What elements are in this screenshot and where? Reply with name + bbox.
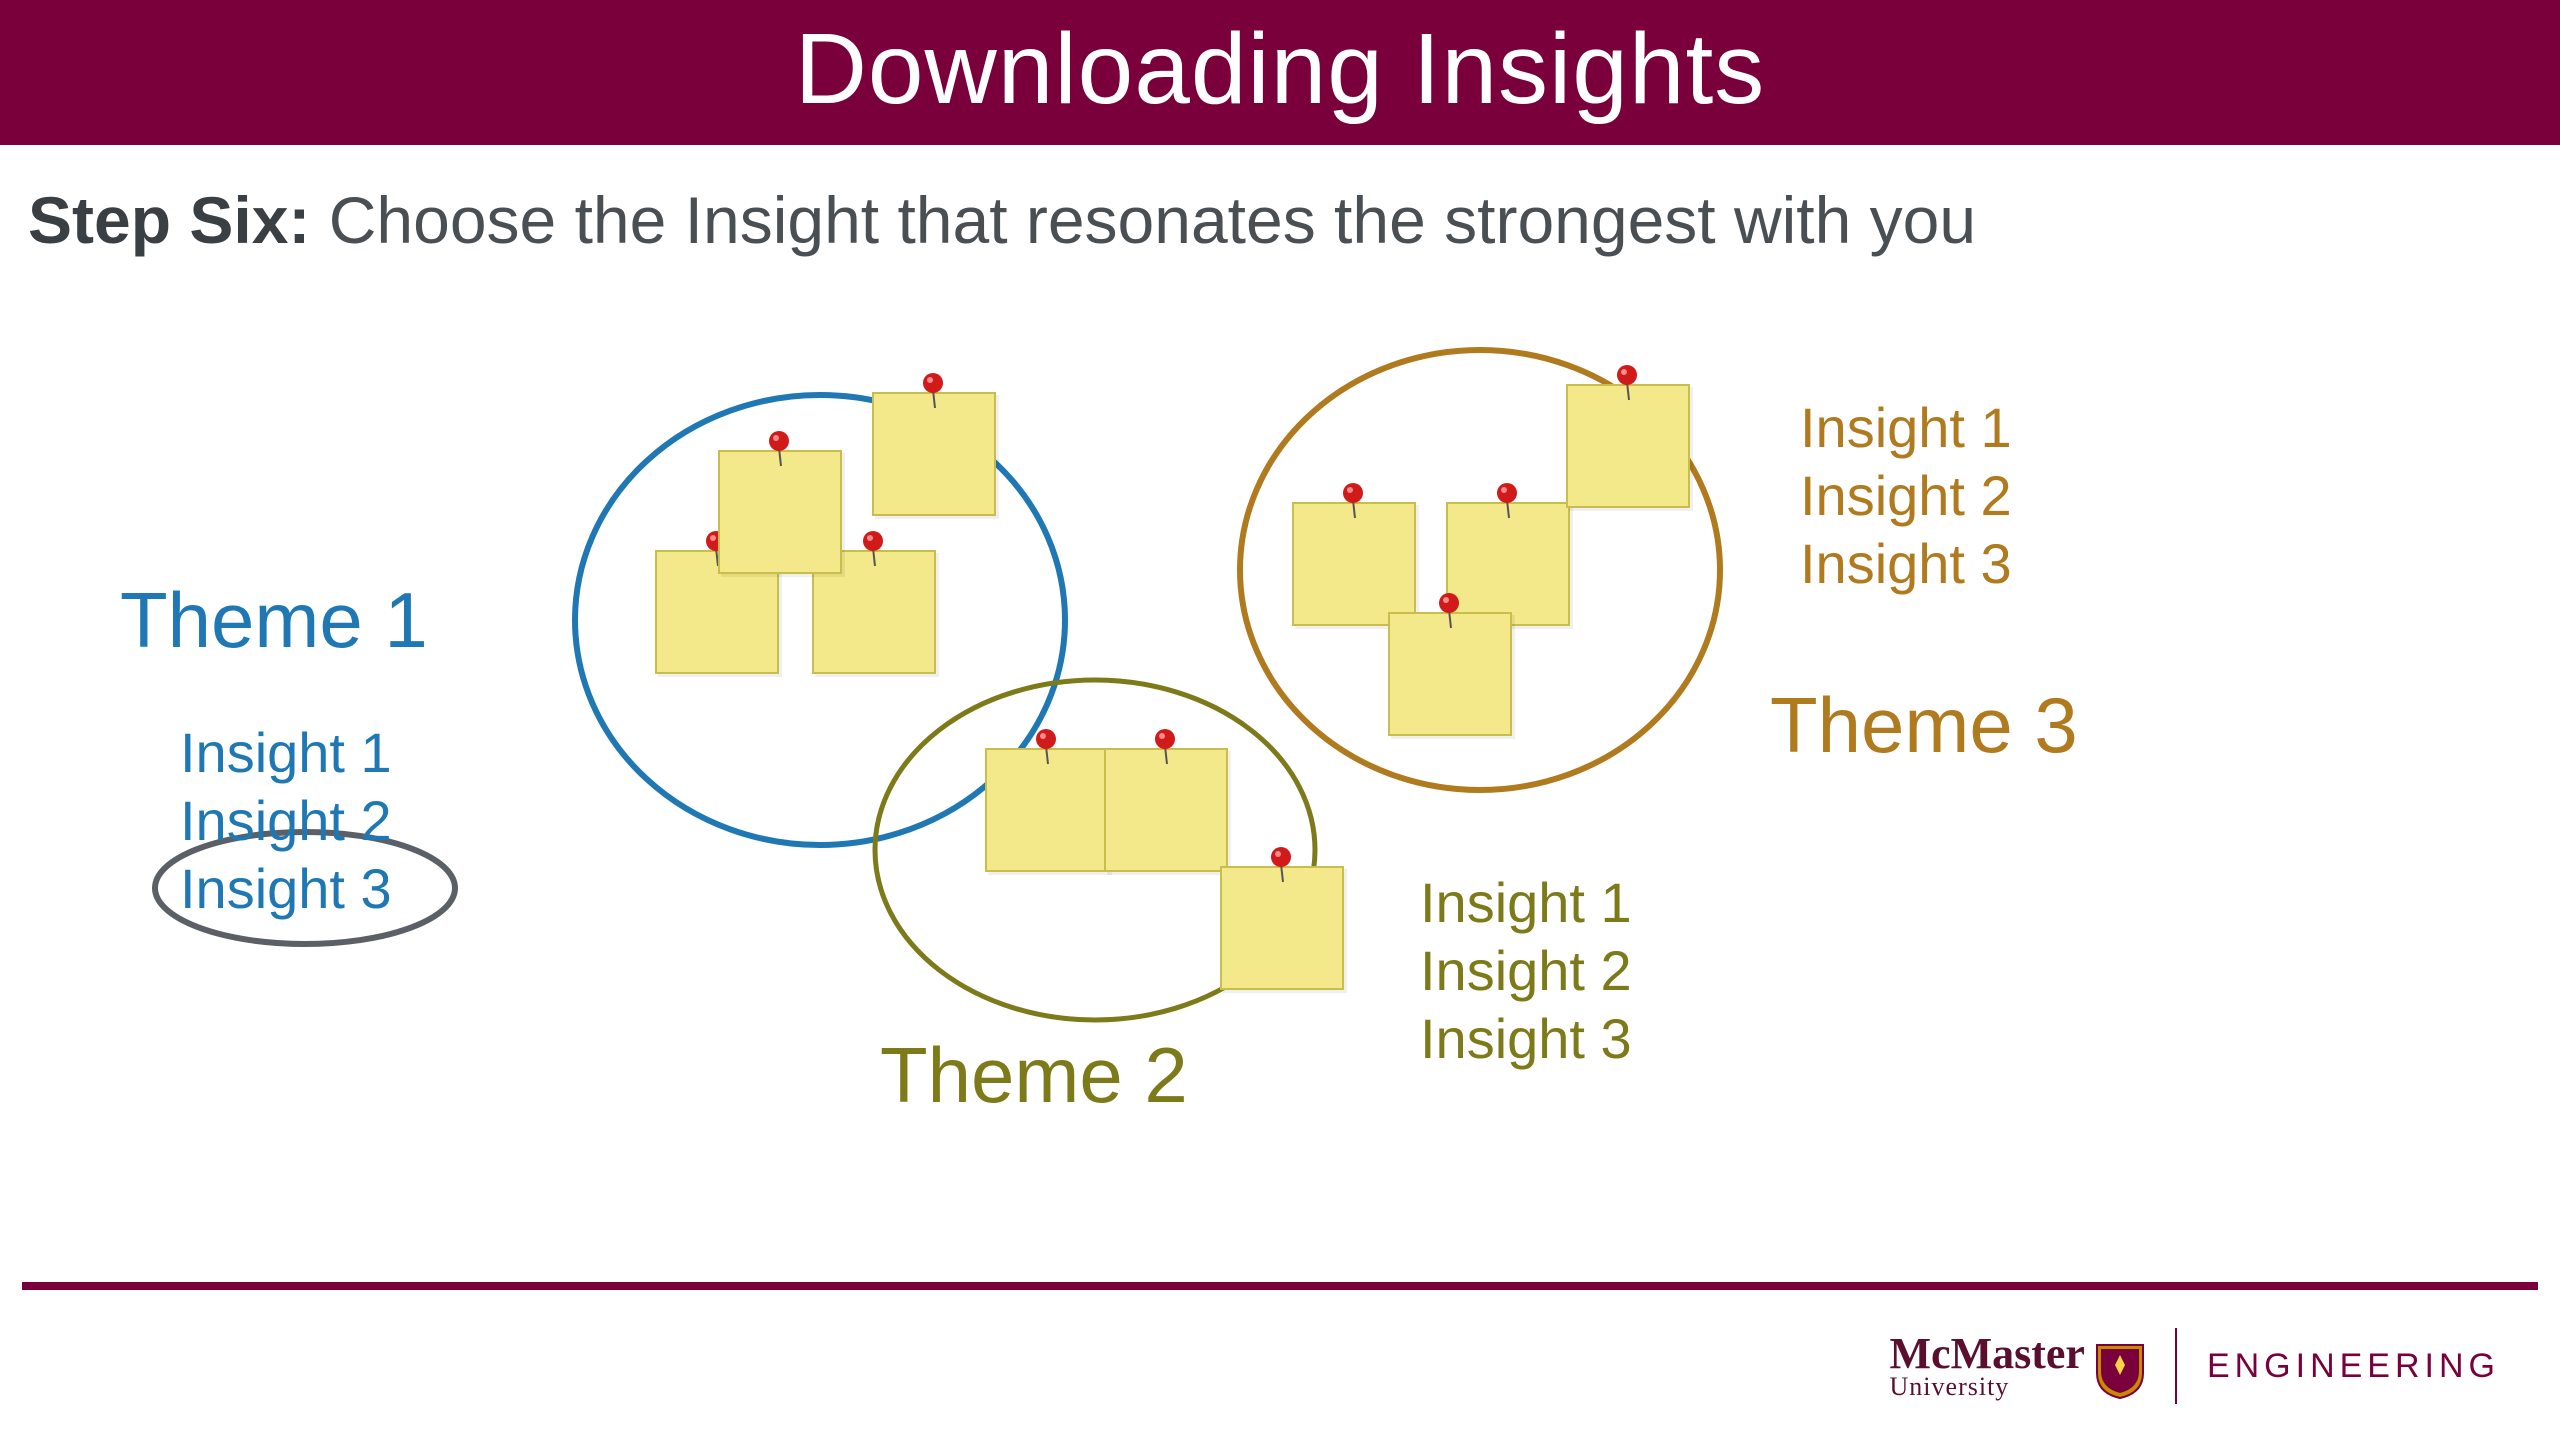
footer-rule	[22, 1282, 2538, 1290]
subtitle: Step Six: Choose the Insight that resona…	[0, 145, 2560, 259]
sticky-note	[1104, 748, 1224, 868]
sticky-note	[872, 392, 992, 512]
page-title: Downloading Insights	[795, 13, 1766, 125]
logo-divider	[2175, 1328, 2177, 1404]
insight-label: Insight 3	[1420, 1006, 1632, 1072]
insight-label: Insight 3	[1800, 531, 2012, 597]
sticky-note	[1292, 502, 1412, 622]
university-wordmark: McMaster University	[1890, 1333, 2085, 1399]
theme-title: Theme 2	[880, 1030, 1188, 1121]
step-label: Step Six:	[28, 183, 310, 257]
insight-label: Insight 1	[180, 720, 392, 786]
sticky-note	[1566, 384, 1686, 504]
footer-logo: McMaster University ENGINEERING	[1890, 1328, 2500, 1404]
sticky-note	[985, 748, 1105, 868]
insight-label: Insight 1	[1420, 870, 1632, 936]
insight-label: Insight 2	[180, 788, 392, 854]
theme-title: Theme 1	[120, 575, 428, 666]
insight-label: Insight 3	[180, 856, 392, 922]
insight-label: Insight 2	[1800, 463, 2012, 529]
step-text: Choose the Insight that resonates the st…	[329, 183, 1976, 257]
theme-title: Theme 3	[1770, 680, 2078, 771]
insight-label: Insight 2	[1420, 938, 1632, 1004]
title-band: Downloading Insights	[0, 0, 2560, 145]
insight-label: Insight 1	[1800, 395, 2012, 461]
brand-bottom: University	[1890, 1375, 2085, 1400]
sticky-note	[1220, 866, 1340, 986]
sticky-note	[718, 450, 838, 570]
sticky-note	[1388, 612, 1508, 732]
sticky-note	[1446, 502, 1566, 622]
department-label: ENGINEERING	[2207, 1347, 2500, 1386]
brand-top: McMaster	[1890, 1333, 2085, 1375]
crest-icon	[2095, 1343, 2145, 1399]
